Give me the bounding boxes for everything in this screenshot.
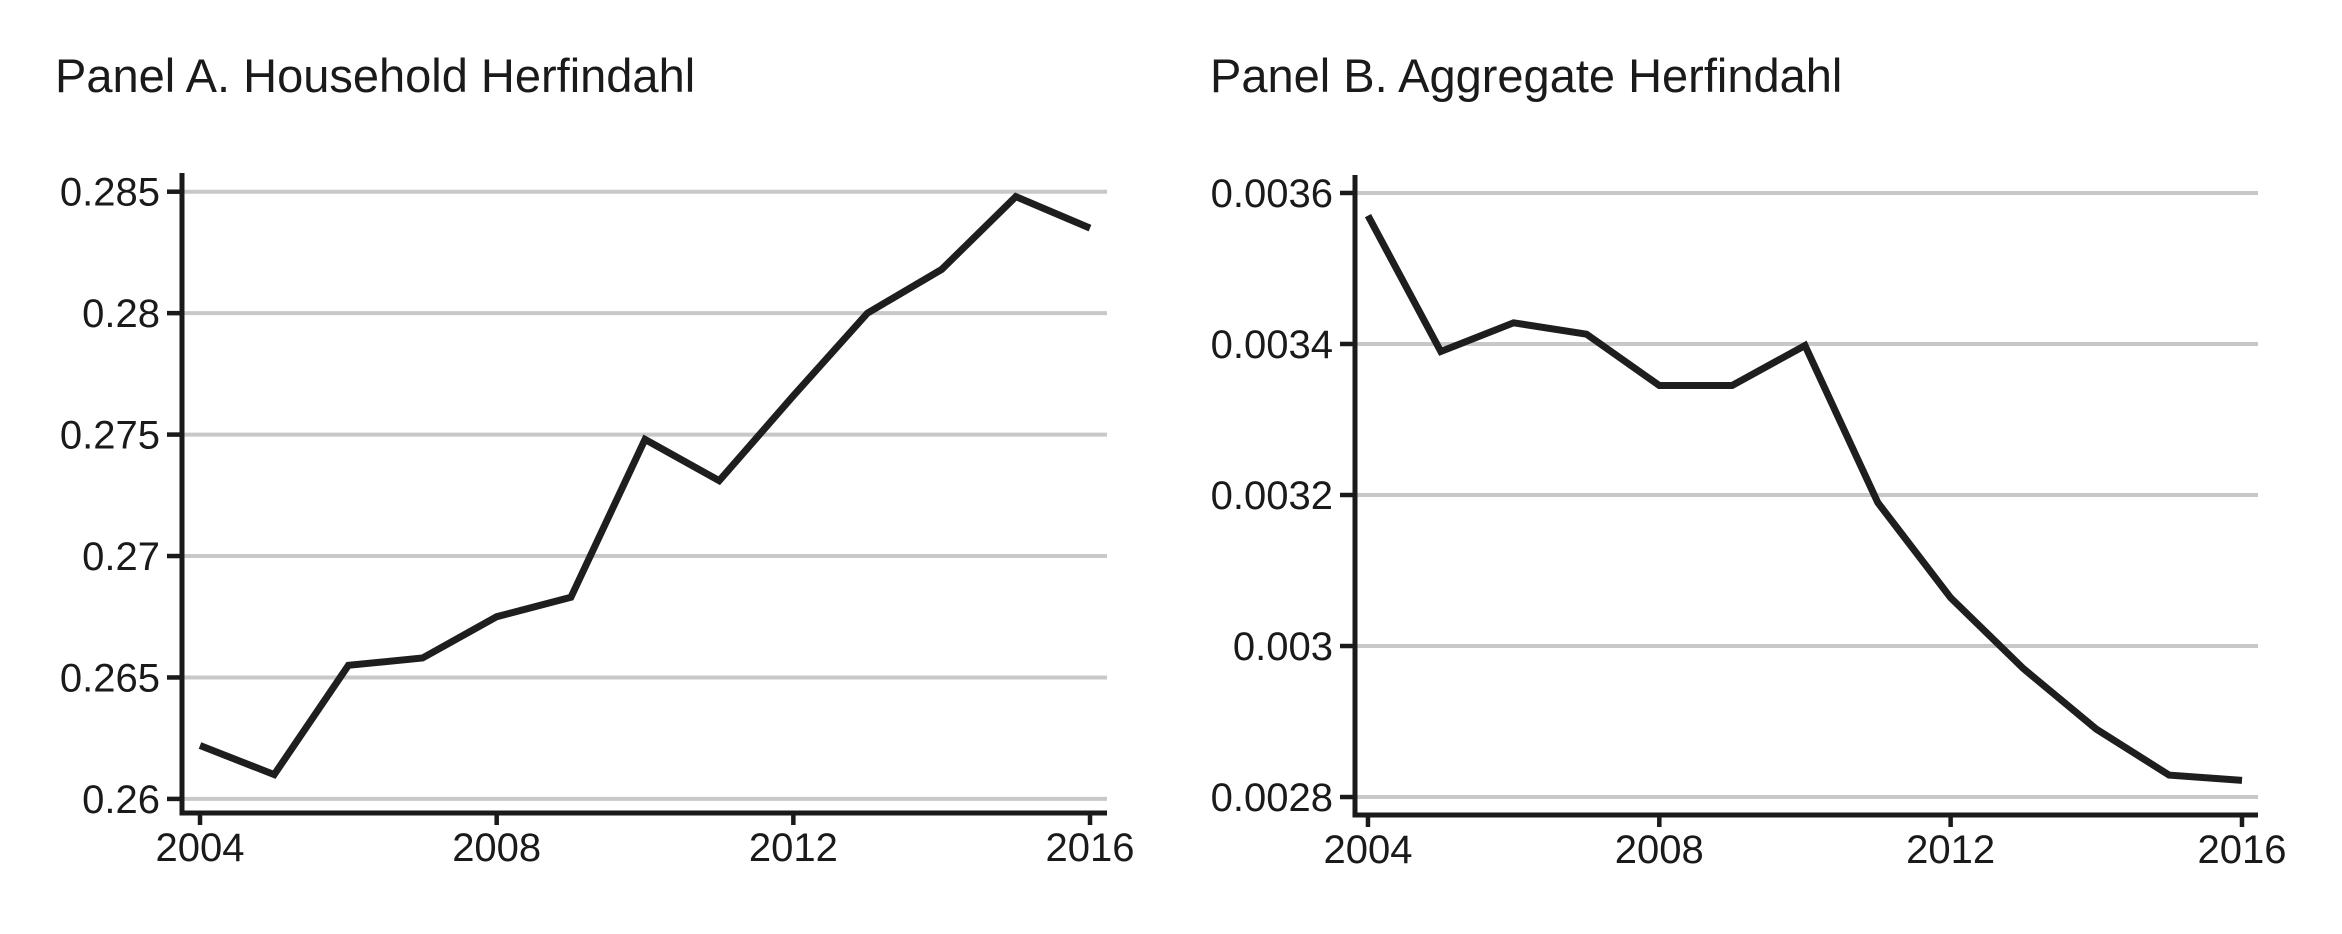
panel-a-y-tick-label: 0.285: [60, 171, 160, 215]
panel-b-y-tick-label: 0.0028: [1211, 776, 1333, 820]
panel-a-plot: 0.26 0.265 0.27 0.275 0.28 0.285 2004 2008 2012 2…: [60, 171, 1135, 870]
panel-b-plot: 0.0028 0.003 0.0032 0.0034 0.0036 2004 2008 201…: [1211, 172, 2287, 872]
panel-b-data-line: [1364, 213, 2243, 784]
panel-b-y-tick-label: 0.003: [1233, 625, 1333, 669]
panel-a-x-tick-label: 2008: [452, 826, 541, 870]
panel-b-x-tick-label: 2008: [1615, 828, 1704, 872]
panel-b-x-tick-label: 2004: [1323, 828, 1412, 872]
panel-a-y-tick-label: 0.275: [60, 414, 160, 458]
panel-a-y-tick-label: 0.26: [82, 778, 160, 822]
panel-b-title: Panel B. Aggregate Herfindahl: [1210, 49, 1843, 102]
panel-a-data-line: [198, 192, 1092, 779]
panel-a-y-tick-label: 0.28: [82, 292, 160, 336]
panel-a-x-tick-label: 2016: [1046, 826, 1135, 870]
panel-b-x-tick-label: 2012: [1906, 828, 1995, 872]
panel-a-y-tick-label: 0.27: [82, 535, 160, 579]
panel-a-x-tick-label: 2012: [749, 826, 838, 870]
panel-b-y-tick-label: 0.0036: [1211, 172, 1333, 216]
panel-b-y-tick-label: 0.0034: [1211, 323, 1333, 367]
panel-a-y-tick-label: 0.265: [60, 656, 160, 700]
panel-b-x-tick-label: 2016: [2197, 828, 2286, 872]
panel-a-x-tick-label: 2004: [156, 826, 245, 870]
panel-a-title: Panel A. Household Herfindahl: [55, 49, 696, 102]
panel-b-y-tick-label: 0.0032: [1211, 474, 1333, 518]
